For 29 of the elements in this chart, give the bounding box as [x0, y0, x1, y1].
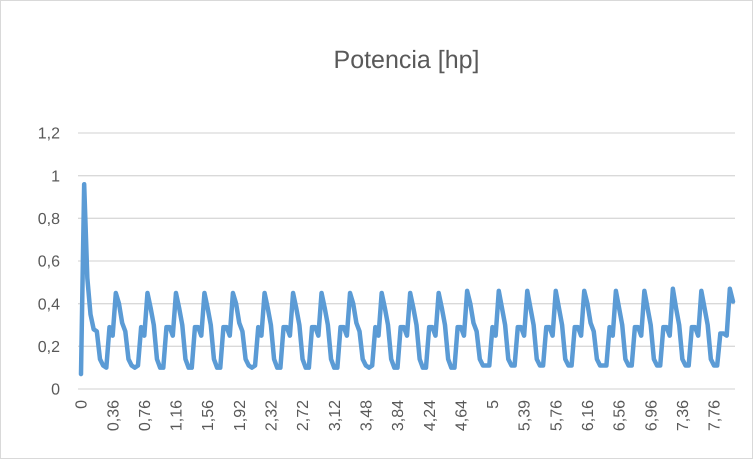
y-tick-label: 0,2	[38, 338, 60, 356]
x-tick-label: 1,92	[232, 400, 249, 432]
y-tick-label: 1	[51, 168, 60, 186]
chart-title: Potencia [hp]	[334, 46, 480, 74]
y-tick-label: 0,8	[38, 210, 60, 228]
x-tick-label: 0	[74, 400, 91, 409]
y-tick-label: 0,4	[38, 296, 60, 314]
x-tick-label: 3,48	[358, 400, 376, 432]
x-tick-label: 3,12	[326, 400, 344, 432]
x-tick-label: 0,36	[105, 400, 122, 432]
x-tick-label: 4,64	[453, 400, 470, 432]
x-tick-label: 3,84	[390, 400, 408, 432]
x-tick-label: 1,56	[200, 400, 218, 432]
x-tick-label: 1,16	[168, 400, 186, 432]
y-tick-label: 0,6	[38, 254, 60, 271]
x-tick-label: 6,96	[643, 400, 660, 432]
x-tick-label: 0,76	[136, 400, 154, 432]
x-tick-label: 2,72	[295, 400, 312, 432]
x-tick-label: 4,24	[422, 400, 439, 432]
x-tick-label: 5,39	[516, 400, 534, 432]
x-tick-label: 5	[485, 400, 502, 409]
x-tick-label: 2,32	[264, 400, 281, 432]
x-tick-label: 5,76	[548, 400, 566, 432]
y-tick-label: 1,2	[38, 126, 60, 143]
x-tick-label: 7,76	[706, 400, 724, 432]
x-tick-label: 6,56	[612, 400, 629, 432]
line-series	[78, 182, 736, 376]
x-tick-label: 7,36	[674, 400, 692, 432]
x-tick-label: 6,16	[580, 400, 598, 432]
